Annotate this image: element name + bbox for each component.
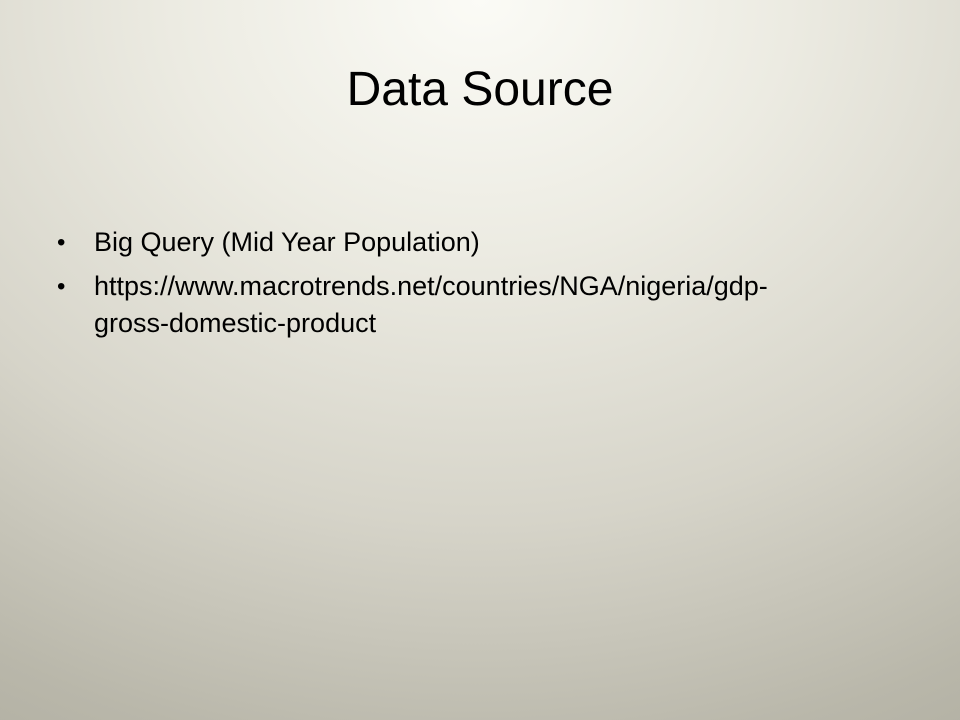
bullet-url-line-1: https://www.macrotrends.net/countries/NG…	[94, 271, 768, 301]
bullet-marker: •	[57, 229, 66, 256]
bullet-url-line-2: gross-domestic-product	[94, 308, 377, 338]
bullet-item-macrotrends-url: • https://www.macrotrends.net/countries/…	[48, 268, 898, 342]
bullet-list: • Big Query (Mid Year Population) • http…	[48, 224, 898, 349]
bullet-marker: •	[57, 273, 66, 300]
slide-title: Data Source	[346, 63, 614, 116]
bullet-text: Big Query (Mid Year Population)	[94, 227, 480, 257]
bullet-item-big-query: • Big Query (Mid Year Population)	[48, 224, 898, 261]
